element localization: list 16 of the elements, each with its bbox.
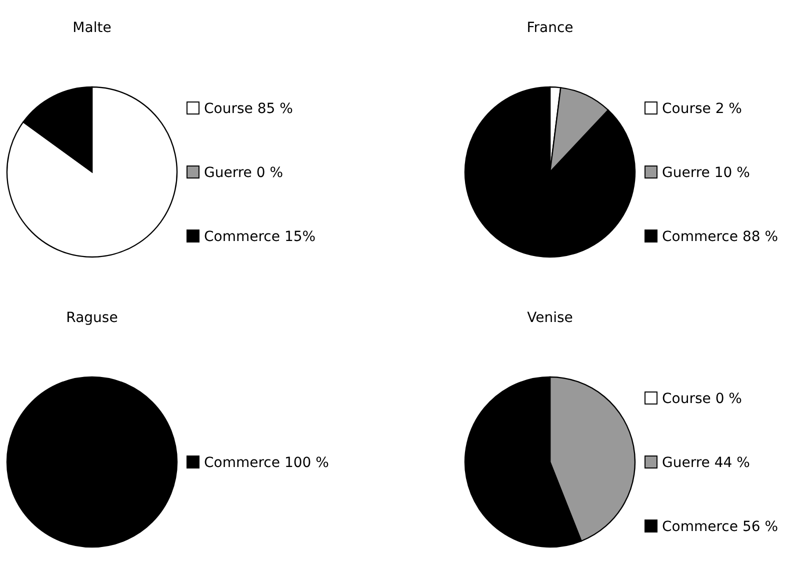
legend-label: Guerre 10 % — [662, 165, 750, 181]
legend-label: Course 2 % — [662, 101, 742, 117]
chart-title: France — [526, 20, 574, 36]
legend-label: Guerre 44 % — [662, 455, 750, 471]
chart-title: Raguse — [66, 310, 118, 326]
pie-slice — [464, 86, 636, 258]
pie-slice — [6, 86, 178, 258]
legend-label: Commerce 15% — [204, 229, 316, 245]
legend-label: Commerce 100 % — [204, 455, 329, 471]
legend-label: Guerre 0 % — [204, 165, 284, 181]
chart-title: Venise — [527, 310, 573, 326]
legend-label: Commerce 88 % — [662, 229, 778, 245]
legend-label: Commerce 56 % — [662, 519, 778, 535]
legend-label: Course 85 % — [204, 101, 293, 117]
chart-title: Malte — [72, 20, 112, 36]
legend-label: Course 0 % — [662, 391, 742, 407]
